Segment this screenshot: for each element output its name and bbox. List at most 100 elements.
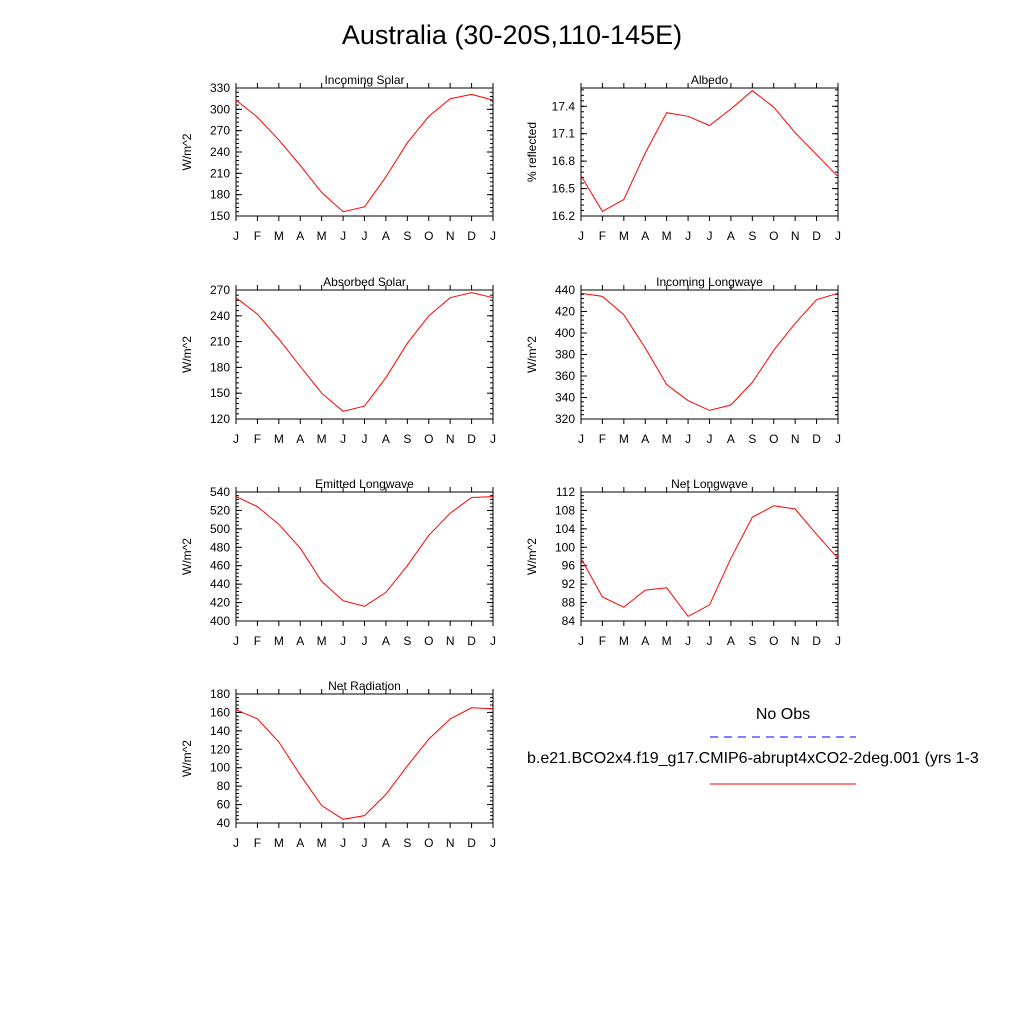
- series-line: [235, 707, 494, 820]
- y-tick-label: 150: [210, 386, 230, 400]
- y-tick-label: 88: [562, 596, 576, 610]
- y-tick-label: 210: [210, 166, 230, 180]
- x-tick-label: J: [490, 432, 496, 446]
- x-tick-label: A: [382, 432, 390, 446]
- x-tick-label: S: [403, 229, 411, 243]
- y-tick-label: 16.8: [552, 154, 576, 168]
- x-tick-label: A: [641, 634, 649, 648]
- panel-title: Absorbed Solar: [323, 275, 406, 289]
- y-axis-label: % reflected: [525, 122, 539, 182]
- plot-frame: [580, 289, 839, 420]
- x-tick-label: S: [403, 634, 411, 648]
- x-tick-label: D: [467, 432, 476, 446]
- y-tick-label: 96: [562, 559, 576, 573]
- x-tick-label: M: [619, 634, 629, 648]
- y-tick-label: 84: [562, 614, 576, 628]
- x-tick-label: A: [296, 634, 304, 648]
- x-tick-label: A: [382, 229, 390, 243]
- x-tick-label: D: [812, 634, 821, 648]
- x-tick-label: F: [599, 229, 606, 243]
- x-tick-label: J: [685, 432, 691, 446]
- y-tick-label: 16.2: [552, 209, 576, 223]
- x-tick-label: N: [791, 634, 800, 648]
- x-tick-label: N: [791, 229, 800, 243]
- y-tick-label: 320: [555, 412, 575, 426]
- x-tick-label: J: [835, 634, 841, 648]
- y-tick-label: 420: [210, 596, 230, 610]
- y-tick-label: 300: [210, 102, 230, 116]
- x-tick-label: J: [362, 432, 368, 446]
- y-tick-label: 340: [555, 391, 575, 405]
- x-tick-label: M: [662, 432, 672, 446]
- y-tick-label: 420: [555, 305, 575, 319]
- x-tick-label: J: [362, 836, 368, 850]
- x-tick-label: F: [254, 432, 261, 446]
- y-tick-label: 240: [210, 309, 230, 323]
- x-tick-label: M: [274, 836, 284, 850]
- x-tick-label: O: [424, 634, 433, 648]
- x-tick-label: M: [662, 634, 672, 648]
- x-tick-label: M: [662, 229, 672, 243]
- x-tick-label: J: [685, 229, 691, 243]
- x-tick-label: J: [490, 634, 496, 648]
- y-tick-label: 60: [217, 798, 231, 812]
- y-tick-label: 180: [210, 188, 230, 202]
- x-tick-label: J: [707, 229, 713, 243]
- x-tick-label: M: [317, 432, 327, 446]
- y-tick-label: 240: [210, 145, 230, 159]
- x-tick-label: J: [340, 836, 346, 850]
- x-tick-label: D: [467, 229, 476, 243]
- plot-frame: [235, 693, 494, 824]
- x-tick-label: J: [578, 229, 584, 243]
- x-tick-label: O: [769, 634, 778, 648]
- x-tick-label: D: [467, 836, 476, 850]
- x-tick-label: F: [254, 229, 261, 243]
- y-tick-label: 104: [555, 522, 575, 536]
- y-tick-label: 160: [210, 705, 230, 719]
- x-tick-label: D: [467, 634, 476, 648]
- x-tick-label: F: [599, 634, 606, 648]
- x-tick-label: J: [707, 634, 713, 648]
- y-tick-label: 180: [210, 360, 230, 374]
- x-tick-label: A: [727, 432, 735, 446]
- x-tick-label: A: [296, 432, 304, 446]
- y-tick-label: 140: [210, 724, 230, 738]
- series-line: [235, 93, 494, 213]
- x-tick-label: J: [578, 432, 584, 446]
- panel-title: Incoming Longwave: [656, 275, 763, 289]
- legend-obs-line: [710, 736, 856, 738]
- y-tick-label: 150: [210, 209, 230, 223]
- x-tick-label: A: [296, 836, 304, 850]
- y-axis-label: W/m^2: [180, 133, 194, 170]
- x-tick-label: J: [578, 634, 584, 648]
- x-tick-label: J: [835, 432, 841, 446]
- y-tick-label: 270: [210, 283, 230, 297]
- x-tick-label: J: [707, 432, 713, 446]
- x-tick-label: A: [641, 229, 649, 243]
- y-tick-label: 80: [217, 779, 231, 793]
- x-tick-label: A: [382, 836, 390, 850]
- legend-obs-label: No Obs: [755, 706, 811, 723]
- x-tick-label: J: [233, 836, 239, 850]
- y-tick-label: 210: [210, 335, 230, 349]
- y-tick-label: 17.4: [552, 99, 576, 113]
- y-tick-label: 180: [210, 687, 230, 701]
- series-line: [580, 90, 839, 213]
- x-tick-label: S: [403, 432, 411, 446]
- x-tick-label: M: [619, 229, 629, 243]
- x-tick-label: J: [835, 229, 841, 243]
- y-tick-label: 270: [210, 124, 230, 138]
- x-tick-label: J: [233, 432, 239, 446]
- y-axis-label: W/m^2: [180, 538, 194, 575]
- plot-frame: [235, 289, 494, 420]
- panel-title: Net Longwave: [671, 477, 748, 491]
- x-tick-label: M: [317, 836, 327, 850]
- legend-case-label: b.e21.BCO2x4.f19_g17.CMIP6-abrupt4xCO2-2…: [527, 750, 979, 767]
- x-tick-label: S: [748, 634, 756, 648]
- y-tick-label: 100: [210, 761, 230, 775]
- x-tick-label: J: [362, 634, 368, 648]
- x-tick-label: F: [254, 634, 261, 648]
